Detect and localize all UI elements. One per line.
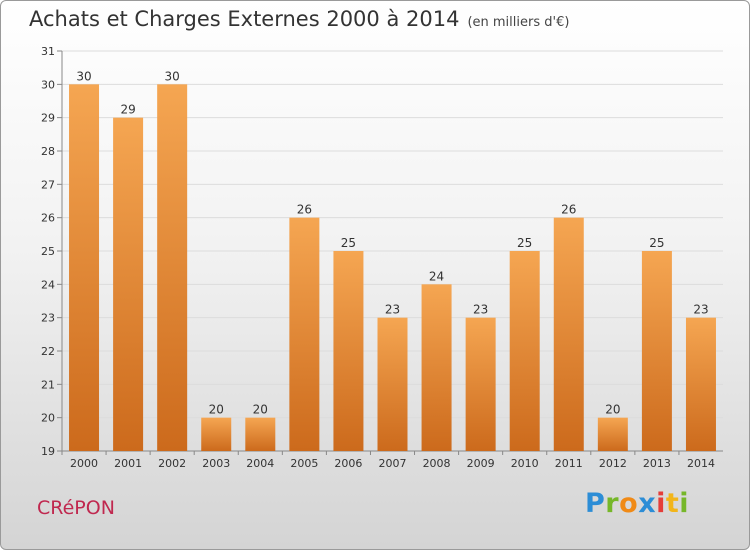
bar xyxy=(157,84,188,451)
y-tick-label: 19 xyxy=(41,445,55,458)
data-label: 29 xyxy=(120,103,135,117)
y-tick-label: 30 xyxy=(41,78,55,91)
logo-letter: P xyxy=(585,488,606,519)
y-tick-labels: 19 20 21 22 23 24 25 26 27 28 29 30 31 xyxy=(41,45,55,458)
data-label: 20 xyxy=(209,403,224,417)
data-label: 23 xyxy=(693,303,708,317)
bar xyxy=(465,317,496,451)
data-label: 25 xyxy=(517,236,532,250)
bars xyxy=(69,84,716,452)
chart-unit: (en milliers d'€) xyxy=(467,15,570,30)
y-tick-label: 21 xyxy=(41,378,55,391)
bar xyxy=(641,251,672,451)
x-tick-label: 2012 xyxy=(599,457,627,470)
logo-letter: i xyxy=(679,488,690,519)
y-tick-label: 23 xyxy=(41,312,55,325)
data-label: 23 xyxy=(473,303,488,317)
x-tick-label: 2001 xyxy=(114,457,142,470)
x-tick-labels: 2000 2001 2002 2003 2004 2005 2006 2007 2008 2009… xyxy=(70,457,715,470)
y-tick-label: 25 xyxy=(41,245,55,258)
data-label: 20 xyxy=(253,403,268,417)
y-tick-label: 29 xyxy=(41,112,55,125)
bar xyxy=(333,251,364,451)
x-tick-label: 2011 xyxy=(555,457,583,470)
y-tick-label: 22 xyxy=(41,345,55,358)
logo-letter: x xyxy=(638,488,657,519)
data-labels: 30 29 30 20 20 26 25 23 24 23 25 26 20 25 23 xyxy=(76,69,708,416)
chart-title-text: Achats et Charges Externes 2000 à 2014 xyxy=(29,7,460,31)
x-tick-label: 2008 xyxy=(423,457,451,470)
logo-letter: i xyxy=(656,488,666,519)
x-tick-label: 2013 xyxy=(643,457,671,470)
data-label: 24 xyxy=(429,269,444,283)
y-tick-label: 24 xyxy=(41,278,55,291)
data-label: 30 xyxy=(76,69,91,83)
logo-letter: o xyxy=(619,488,639,519)
y-tick-label: 28 xyxy=(41,145,55,158)
data-label: 30 xyxy=(165,69,180,83)
logo-letter: r xyxy=(605,488,620,519)
data-label: 20 xyxy=(605,403,620,417)
x-tick-label: 2000 xyxy=(70,457,98,470)
bar xyxy=(509,251,540,451)
x-tick-label: 2014 xyxy=(687,457,715,470)
bar xyxy=(245,417,276,451)
bar xyxy=(597,417,628,451)
bar xyxy=(113,117,144,452)
data-label: 25 xyxy=(649,236,664,250)
bar xyxy=(201,417,232,451)
x-tick-label: 2005 xyxy=(290,457,318,470)
y-tick-label: 20 xyxy=(41,412,55,425)
bar xyxy=(553,217,584,451)
bar xyxy=(69,84,100,451)
bar xyxy=(377,317,408,451)
x-tick-label: 2007 xyxy=(379,457,407,470)
bar xyxy=(685,317,716,451)
x-tick-label: 2004 xyxy=(246,457,274,470)
y-tick-label: 26 xyxy=(41,212,55,225)
x-tick-label: 2010 xyxy=(511,457,539,470)
x-tick-label: 2009 xyxy=(467,457,495,470)
y-tick-label: 31 xyxy=(41,45,55,58)
x-tick-label: 2002 xyxy=(158,457,186,470)
bar xyxy=(421,284,452,451)
x-tick-label: 2006 xyxy=(334,457,362,470)
y-tick-label: 27 xyxy=(41,178,55,191)
data-label: 23 xyxy=(385,303,400,317)
data-label: 25 xyxy=(341,236,356,250)
x-tick-label: 2003 xyxy=(202,457,230,470)
data-label: 26 xyxy=(297,203,312,217)
logo-letter: t xyxy=(665,488,680,519)
chart-title: Achats et Charges Externes 2000 à 2014 (e… xyxy=(29,7,569,31)
data-label: 26 xyxy=(561,203,576,217)
commune-name: CRéPON xyxy=(37,497,115,519)
bar xyxy=(289,217,320,451)
proxiti-logo[interactable]: Proxiti xyxy=(585,488,689,519)
